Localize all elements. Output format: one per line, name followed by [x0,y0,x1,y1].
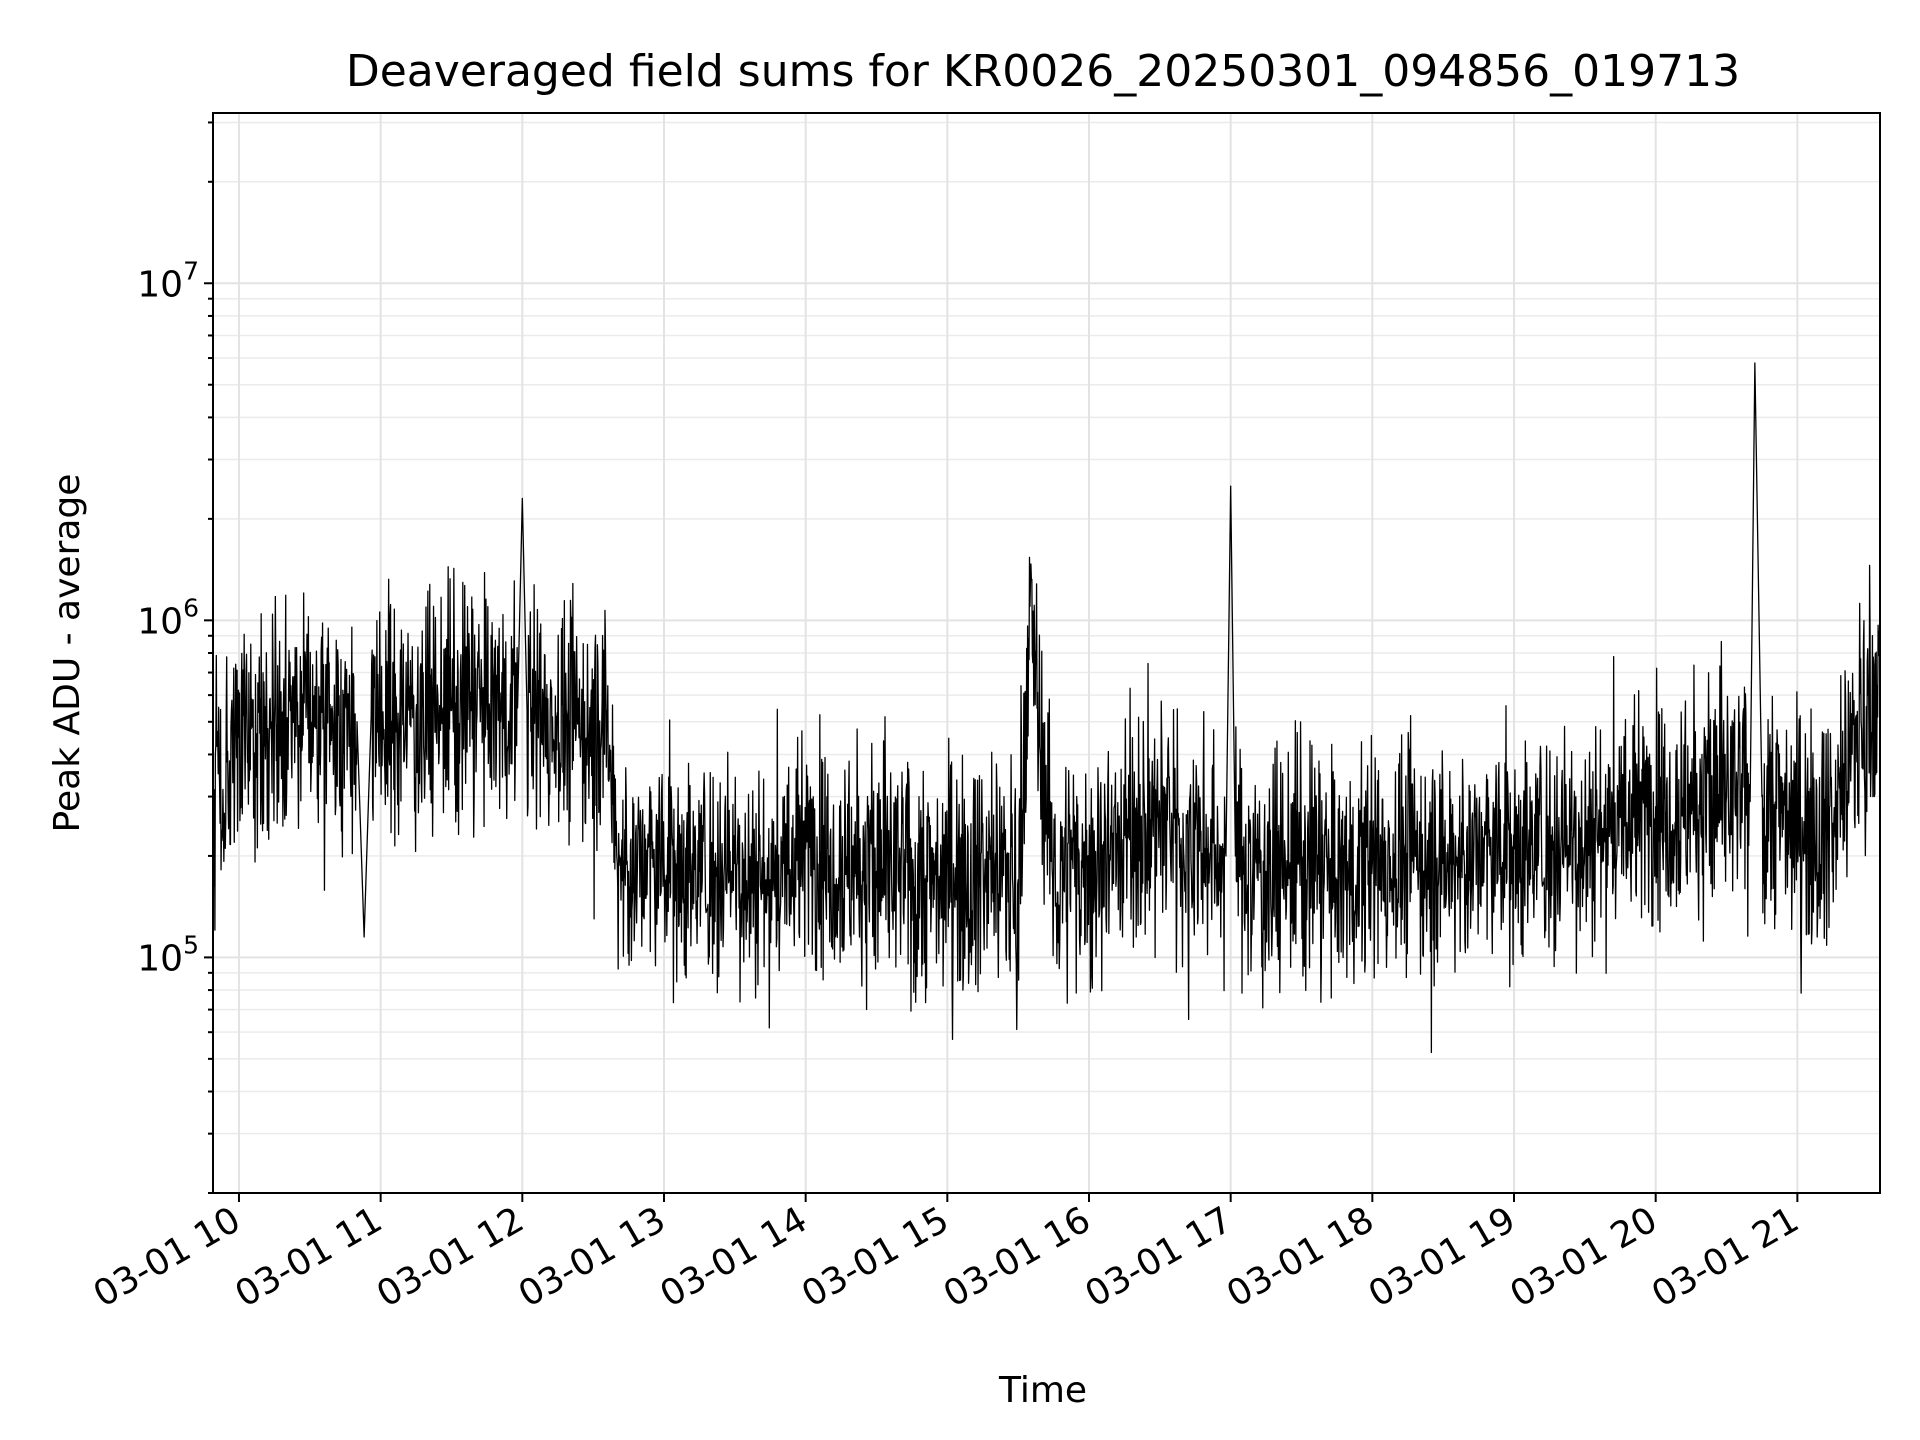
x-tick-label: 03-01 11 [228,1199,389,1315]
x-tick-label: 03-01 20 [1504,1199,1665,1315]
y-axis-ticks: 105 106 107 [137,121,213,1194]
x-tick-label: 03-01 13 [512,1199,673,1315]
series-line [212,362,1881,1054]
y-axis-label: Peak ADU - average [47,474,88,833]
x-tick-label: 03-01 21 [1645,1199,1806,1315]
x-tick-label: 03-01 16 [937,1199,1098,1315]
chart-title: Deaveraged field sums for KR0026_2025030… [346,46,1740,97]
x-tick-label: 03-01 19 [1362,1199,1523,1315]
x-axis-label: Time [998,1370,1087,1411]
x-tick-label: 03-01 18 [1220,1199,1381,1315]
x-tick-label: 03-01 15 [795,1199,956,1315]
x-tick-label: 03-01 14 [653,1199,814,1315]
y-tick-label: 106 [137,593,199,642]
x-tick-label: 03-01 10 [87,1199,248,1315]
x-tick-label: 03-01 17 [1078,1199,1239,1315]
y-tick-label: 105 [137,930,199,979]
x-tick-label: 03-01 12 [370,1199,531,1315]
y-tick-label: 107 [137,256,199,305]
